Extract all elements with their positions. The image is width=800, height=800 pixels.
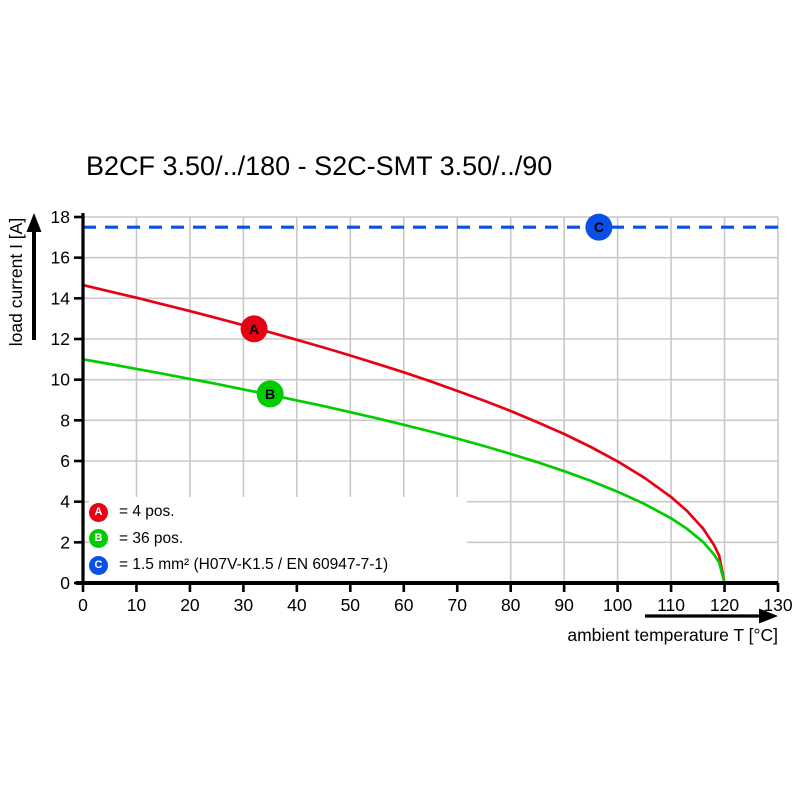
marker-b-badge: B (256, 380, 284, 408)
curve-a (82, 283, 726, 584)
marker-c-badge: C (585, 213, 613, 241)
svg-text:90: 90 (554, 595, 574, 615)
legend-item-b: B = 36 pos. (89, 527, 467, 551)
y-axis-arrow (26, 213, 42, 340)
legend-item-a: A = 4 pos. (89, 500, 467, 524)
svg-text:C: C (594, 219, 604, 235)
svg-text:60: 60 (394, 595, 414, 615)
svg-text:14: 14 (51, 288, 71, 308)
svg-text:B: B (265, 386, 275, 402)
svg-text:130: 130 (763, 595, 792, 615)
svg-text:20: 20 (180, 595, 200, 615)
axis-ticks-and-labels: 0 10 20 30 40 50 60 70 80 90 100 110 120 130 0 2 4 6 8 10 12… (51, 207, 793, 615)
legend-label-a: = 4 pos. (119, 503, 175, 520)
svg-text:100: 100 (603, 595, 632, 615)
svg-text:80: 80 (501, 595, 521, 615)
curve-b (82, 357, 726, 584)
svg-text:8: 8 (60, 410, 70, 430)
legend-label-b: = 36 pos. (119, 529, 184, 547)
legend-badge-a-icon: A (89, 502, 108, 522)
legend-label-c: = 1.5 mm² (H07V-K1.5 / EN 60947-7-1) (119, 556, 389, 573)
svg-text:0: 0 (78, 595, 88, 615)
svg-text:2: 2 (60, 532, 70, 552)
y-axis-label: load current I [A] (6, 218, 26, 346)
svg-text:110: 110 (657, 595, 685, 615)
curve-markers: A B C (240, 213, 613, 408)
legend-item-c: C = 1.5 mm² (H07V-K1.5 / EN 60947-7-1) (89, 553, 467, 577)
legend-badge-b-icon: B (89, 529, 108, 548)
svg-text:10: 10 (51, 370, 71, 390)
svg-text:A: A (249, 321, 259, 337)
svg-text:40: 40 (287, 595, 307, 615)
svg-text:10: 10 (127, 595, 147, 615)
svg-text:18: 18 (51, 207, 70, 227)
chart-title: B2CF 3.50/../180 - S2C-SMT 3.50/../90 (86, 151, 553, 181)
svg-text:30: 30 (234, 595, 254, 615)
svg-text:120: 120 (710, 595, 739, 615)
svg-text:70: 70 (447, 595, 467, 615)
svg-text:50: 50 (341, 595, 361, 615)
svg-text:0: 0 (60, 573, 70, 593)
x-axis-arrow (645, 608, 778, 624)
curves (82, 225, 778, 584)
svg-text:6: 6 (60, 451, 70, 471)
marker-a-badge: A (240, 315, 268, 343)
legend-badge-c-icon: C (89, 555, 108, 575)
svg-text:12: 12 (51, 329, 70, 349)
svg-text:16: 16 (51, 248, 70, 268)
legend: A = 4 pos. B = 36 pos. C = 1.5 mm² (H07V… (89, 497, 467, 581)
svg-text:4: 4 (60, 492, 70, 512)
x-axis-label: ambient temperature T [°C] (567, 625, 778, 645)
